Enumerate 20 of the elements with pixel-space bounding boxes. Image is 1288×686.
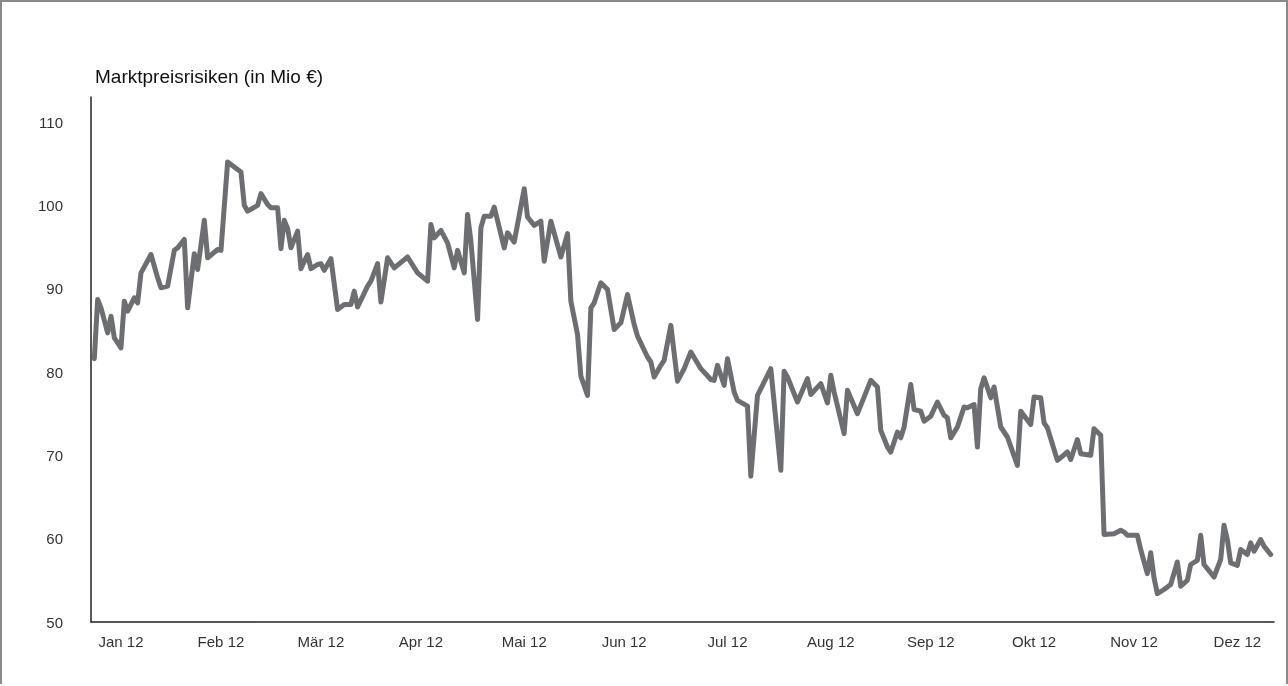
x-tick-label: Nov 12 — [1110, 633, 1158, 650]
x-tick-label: Jan 12 — [98, 633, 144, 650]
x-tick-label: Apr 12 — [398, 633, 444, 650]
x-tick-label: Okt 12 — [1011, 633, 1057, 650]
x-tick-label: Dez 12 — [1213, 633, 1262, 650]
x-tick-label: Feb 12 — [197, 633, 245, 650]
y-tick-label: 50 — [46, 613, 63, 631]
y-tick-label: 90 — [46, 280, 63, 298]
y-tick-label: 80 — [46, 363, 63, 381]
y-tick-label: 110 — [39, 113, 63, 131]
x-tick-label: Mai 12 — [501, 633, 547, 650]
y-tick-label: 100 — [37, 196, 63, 214]
x-tick-label: Jun 12 — [601, 633, 647, 650]
chart-title: Marktpreisrisiken (in Mio €) — [95, 66, 324, 87]
y-tick-label: 60 — [46, 530, 63, 548]
x-tick-label: Jul 12 — [707, 633, 748, 650]
x-tick-label: Mär 12 — [297, 633, 345, 650]
y-tick-label: 70 — [46, 446, 63, 464]
x-tick-label: Aug 12 — [807, 633, 855, 650]
x-tick-label: Sep 12 — [906, 633, 955, 650]
